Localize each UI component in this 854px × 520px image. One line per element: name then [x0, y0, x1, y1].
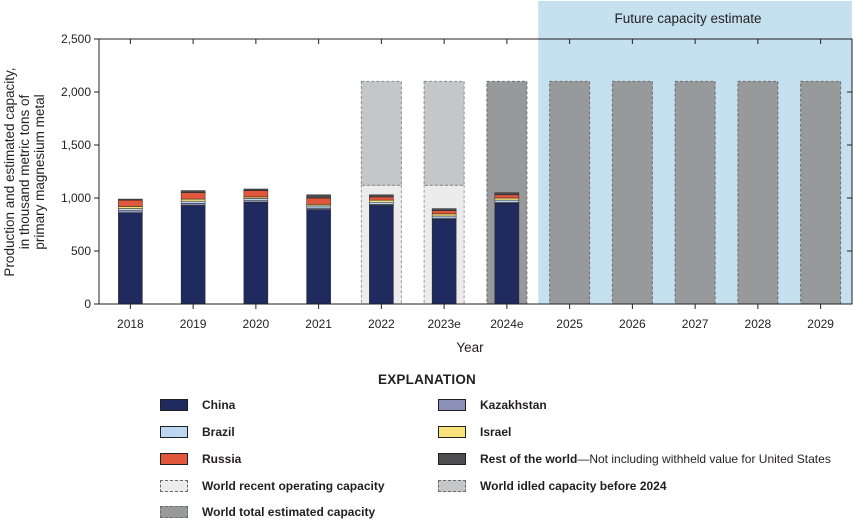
legend-title: EXPLANATION	[378, 372, 476, 387]
legend-item-russia: Russia	[160, 451, 241, 467]
legend-swatch-total-estimated-capacity	[160, 506, 188, 518]
bar-israel-2022	[369, 199, 394, 203]
bar-rest-of-the-world-2023e	[431, 208, 457, 211]
legend-swatch-kazakhstan	[438, 399, 466, 411]
bar-china-2021	[306, 209, 331, 305]
total-capacity-bar-2027	[674, 80, 716, 305]
legend-note-rest-of-world: —Not including withheld value for United…	[577, 452, 831, 466]
total-capacity-bar-2029	[800, 80, 842, 305]
bar-russia-2021	[306, 197, 331, 205]
legend-label-kazakhstan: Kazakhstan	[480, 398, 547, 412]
future-region-label: Future capacity estimate	[614, 11, 761, 26]
bar-brazil-2020	[243, 198, 269, 201]
bar-china-2019	[180, 205, 206, 305]
legend-item-idled-capacity: World idled capacity before 2024	[438, 478, 667, 494]
legend-label-israel: Israel	[480, 425, 512, 439]
bar-brazil-2019	[180, 200, 206, 204]
legend-item-kazakhstan: Kazakhstan	[438, 397, 547, 413]
total-capacity-bar-2025	[549, 80, 591, 305]
bar-brazil-2024e	[494, 199, 520, 203]
legend-label-china: China	[202, 398, 236, 412]
bar-china-2018	[118, 212, 143, 305]
bar-rest-of-the-world-2024e	[494, 192, 520, 196]
bar-brazil-2018	[118, 208, 143, 211]
bar-brazil-2023e	[431, 215, 457, 219]
legend-swatch-brazil	[160, 426, 188, 438]
idled-capacity-bar-2022	[360, 80, 402, 186]
x-tick-label-2020: 2020	[243, 317, 270, 331]
bar-russia-2020	[243, 190, 269, 198]
x-tick-label-2018: 2018	[117, 317, 144, 331]
bar-brazil-2022	[369, 201, 394, 205]
legend-label-brazil: Brazil	[202, 425, 235, 439]
bar-russia-2024e	[494, 194, 520, 199]
legend-swatch-recent-operating-capacity	[160, 480, 188, 492]
bar-kazakhstan-2019	[180, 203, 206, 206]
bar-china-2020	[243, 201, 269, 305]
x-axis-title: Year	[456, 340, 484, 355]
bar-israel-2018	[118, 206, 143, 209]
bar-israel-2019	[180, 198, 206, 202]
x-tick-label-2028: 2028	[745, 317, 772, 331]
y-tick-label-500: 500	[71, 244, 91, 258]
bar-russia-2019	[180, 192, 206, 200]
x-tick-label-2019: 2019	[180, 317, 207, 331]
bar-china-2024e	[494, 203, 520, 305]
bar-russia-2018	[118, 199, 143, 207]
total-capacity-bar-2026	[611, 80, 653, 305]
bar-china-2023e	[431, 218, 457, 305]
y-axis-title-line-2: in thousand metric tons of	[17, 94, 32, 249]
y-tick-label-0: 0	[84, 297, 91, 311]
bar-rest-of-the-world-2021	[306, 194, 331, 199]
legend-item-total-estimated-capacity: World total estimated capacity	[160, 504, 375, 520]
legend-item-china: China	[160, 397, 235, 413]
legend-label-recent-operating-capacity: World recent operating capacity	[202, 479, 385, 493]
x-tick-label-2026: 2026	[619, 317, 646, 331]
legend-label-idled-capacity: World idled capacity before 2024	[480, 479, 667, 493]
bar-russia-2022	[369, 196, 394, 201]
x-tick-label-2023e: 2023e	[427, 317, 461, 331]
chart: 0 500 1,000 1,500 2,000 2,500 2018 2019 2020 2021…	[2, 1, 853, 355]
legend-label-total-estimated-capacity: World total estimated capacity	[202, 505, 376, 519]
legend-item-recent-operating-capacity: World recent operating capacity	[160, 478, 385, 494]
legend-swatch-china	[160, 399, 188, 411]
legend-item-brazil: Brazil	[160, 424, 235, 440]
bar-rest-of-the-world-2020	[243, 188, 269, 191]
y-tick-label-2000: 2,000	[61, 85, 91, 99]
y-tick-label-2500: 2,500	[61, 32, 91, 46]
bar-rest-of-the-world-2022	[369, 194, 394, 198]
legend-swatch-israel	[438, 426, 466, 438]
bar-kazakhstan-2018	[118, 210, 143, 214]
x-tick-label-2027: 2027	[682, 317, 709, 331]
plot-frame	[98, 38, 853, 305]
y-tick-label-1500: 1,500	[61, 138, 91, 152]
x-tick-label-2029: 2029	[807, 317, 834, 331]
total-capacity-bar-2028	[737, 80, 779, 305]
bar-china-2022	[369, 205, 394, 305]
bar-russia-2023e	[431, 210, 457, 215]
bar-brazil-2021	[306, 205, 331, 209]
bar-rest-of-the-world-2018	[118, 198, 143, 201]
legend-swatch-idled-capacity	[438, 480, 466, 492]
legend-item-rest-of-world: Rest of the world —Not including withheld…	[438, 451, 831, 467]
legend-swatch-rest-of-world	[438, 453, 466, 465]
x-tick-label-2022: 2022	[368, 317, 395, 331]
legend-label-russia: Russia	[202, 452, 242, 466]
y-axis-title-line-3: primary magnesium metal	[32, 94, 47, 249]
bar-israel-2024e	[494, 197, 520, 201]
y-axis-title-line-1: Production and estimated capacity,	[2, 67, 17, 276]
x-tick-label-2025: 2025	[556, 317, 583, 331]
bar-israel-2023e	[431, 213, 457, 217]
x-tick-label-2024e: 2024e	[490, 317, 524, 331]
legend-label-rest-of-world: Rest of the world	[480, 452, 578, 466]
y-tick-label-1000: 1,000	[61, 191, 91, 205]
legend-swatch-russia	[160, 453, 188, 465]
idled-capacity-bar-2023e	[423, 80, 465, 186]
bar-rest-of-the-world-2019	[180, 190, 206, 193]
x-tick-label-2021: 2021	[305, 317, 332, 331]
legend-item-israel: Israel	[438, 424, 511, 440]
